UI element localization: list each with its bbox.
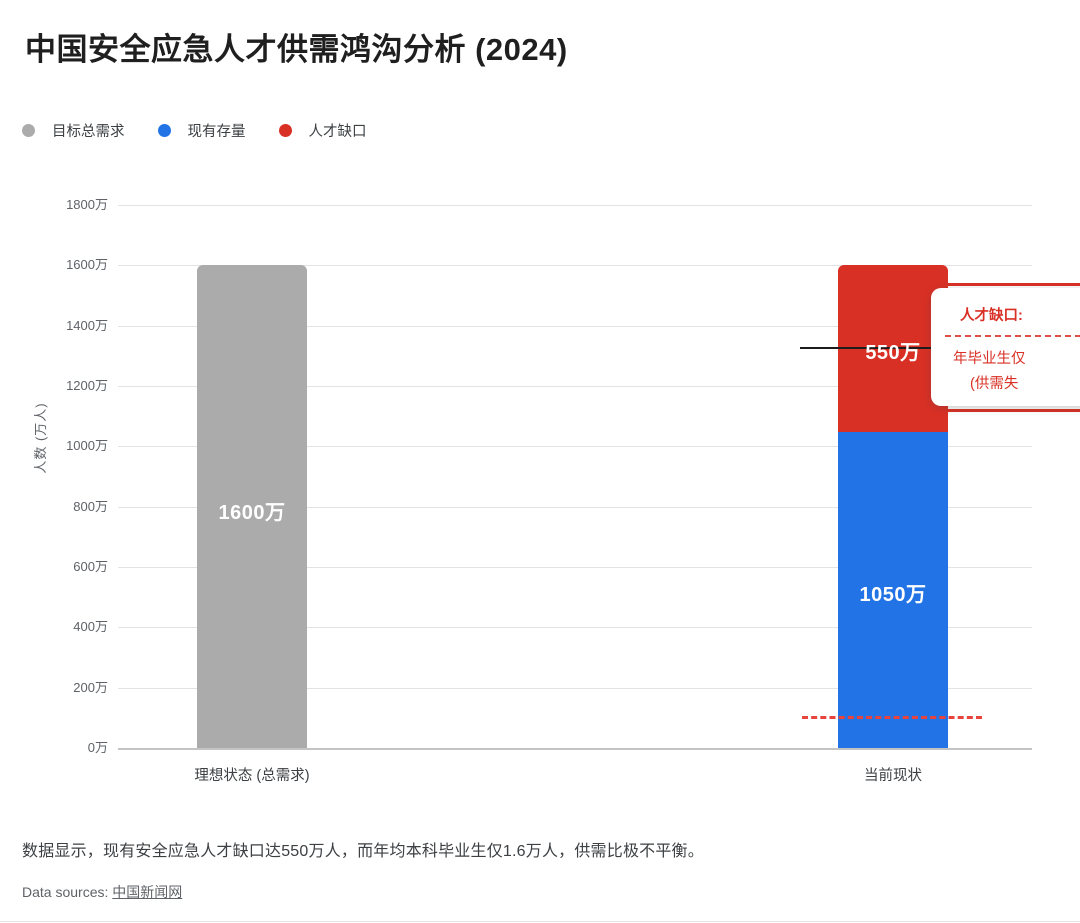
bar-segment-existing-stock <box>838 432 948 748</box>
callout-accent-line-bottom <box>948 409 1080 412</box>
chart-title: 中国安全应急人才供需鸿沟分析 (2024) <box>25 32 568 67</box>
bar-value-label-gap: 550万 <box>865 342 921 364</box>
data-sources-label: Data sources: <box>22 884 109 900</box>
y-tick-label: 200万 <box>73 680 108 695</box>
data-sources: Data sources: 中国新闻网 <box>22 882 182 902</box>
legend-item-label: 现有存量 <box>187 124 246 140</box>
legend: 目标总需求 现有存量 人才缺口 <box>22 120 400 141</box>
legend-item-label: 人才缺口 <box>308 124 367 140</box>
callout-line3: (供需失 <box>970 376 1019 392</box>
legend-dot-icon <box>278 124 292 137</box>
legend-item-label: 目标总需求 <box>52 124 125 140</box>
grid-line <box>118 265 1032 266</box>
legend-dot-icon <box>157 124 171 137</box>
grid-line <box>118 205 1032 206</box>
y-tick-label: 0万 <box>87 740 108 755</box>
grid-line <box>118 567 1032 568</box>
callout-line2: 年毕业生仅 <box>953 351 1026 367</box>
grid-line <box>118 386 1032 387</box>
y-tick-label: 1600万 <box>66 257 108 272</box>
legend-dot-icon <box>22 124 35 137</box>
grid-line <box>118 326 1032 327</box>
callout-title: 人才缺口: <box>960 308 1023 324</box>
y-tick-label: 1000万 <box>66 438 108 453</box>
bar-value-label-ideal: 1600万 <box>218 502 286 524</box>
talent-gap-callout: 人才缺口: 年毕业生仅 (供需失 <box>931 288 1080 406</box>
grid-line <box>118 627 1032 628</box>
y-tick-label: 1800万 <box>66 197 108 212</box>
y-tick-label: 1400万 <box>66 318 108 333</box>
reference-dashed-line <box>802 716 982 719</box>
grid-line <box>118 507 1032 508</box>
bottom-border <box>0 921 1080 922</box>
x-category-ideal: 理想状态 (总需求) <box>194 768 310 784</box>
grid-line <box>118 688 1032 689</box>
y-tick-label: 1200万 <box>66 378 108 393</box>
y-tick-label: 600万 <box>73 559 108 574</box>
footnote: 数据显示，现有安全应急人才缺口达550万人，而年均本科毕业生仅1.6万人，供需比… <box>22 843 704 860</box>
y-tick-label: 800万 <box>73 499 108 514</box>
annotation-leader-line <box>800 347 946 349</box>
x-axis-baseline <box>118 748 1032 750</box>
callout-accent-line-top <box>940 283 1080 286</box>
grid-line <box>118 446 1032 447</box>
x-category-current: 当前现状 <box>864 768 922 784</box>
legend-item-2[interactable]: 人才缺口 <box>278 120 367 141</box>
bar-value-label-stock: 1050万 <box>859 584 927 606</box>
y-tick-label: 400万 <box>73 619 108 634</box>
source-link[interactable]: 中国新闻网 <box>112 884 183 900</box>
legend-item-1[interactable]: 现有存量 <box>157 120 246 141</box>
bar-ideal-total-demand <box>197 265 307 748</box>
callout-dashed-separator <box>945 335 1080 337</box>
legend-item-0[interactable]: 目标总需求 <box>22 120 125 141</box>
